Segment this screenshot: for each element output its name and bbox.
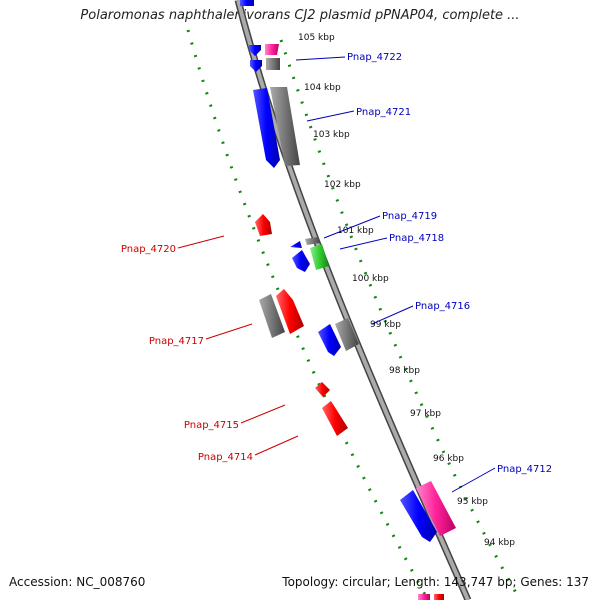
gene-label-4719[interactable]: Pnap_4719 (382, 211, 437, 222)
gene-label-4717[interactable]: Pnap_4717 (149, 336, 204, 347)
gene-4717-gray[interactable] (259, 294, 285, 338)
gene-4718-blue[interactable] (292, 250, 310, 272)
gene-label-4715[interactable]: Pnap_4715 (184, 420, 239, 431)
gene-4722-blue-a[interactable] (249, 45, 261, 56)
gene-4722-gray[interactable] (266, 58, 280, 70)
gene-4719-blue[interactable] (290, 241, 302, 248)
map-title: Polaromonas naphthalenivorans CJ2 plasmi… (80, 8, 520, 23)
gene-4716-blue[interactable] (318, 324, 341, 356)
gene-4712-blue[interactable] (400, 490, 437, 542)
leader-line-4721 (306, 110, 355, 122)
gene-4716-gray[interactable] (335, 318, 359, 351)
gene-label-4721[interactable]: Pnap_4721 (356, 107, 411, 118)
gene-4718-green[interactable] (310, 244, 329, 270)
tick-label-105kbp: 105 kbp (298, 33, 335, 43)
tick-label-98kbp: 98 kbp (389, 366, 420, 376)
gene-bottom-partial-b[interactable] (434, 594, 444, 600)
scale-arc-outer (279, 39, 522, 600)
gene-4722-pink[interactable] (265, 44, 279, 55)
leader-line-4719 (323, 215, 381, 239)
tick-label-104kbp: 104 kbp (304, 83, 341, 93)
gene-4717-red[interactable] (276, 289, 304, 334)
gene-4722-blue-b[interactable] (250, 60, 262, 72)
gene-4712-pink[interactable] (416, 481, 456, 536)
map-summary-text: Topology: circular; Length: 143,747 bp; … (282, 575, 589, 589)
gene-4720-red[interactable] (255, 214, 272, 236)
gene-label-4712[interactable]: Pnap_4712 (497, 464, 552, 475)
accession-text: Accession: NC_008760 (9, 575, 146, 589)
leader-line-4716 (371, 305, 414, 325)
tick-label-94kbp: 94 kbp (484, 538, 515, 548)
gene-bottom-partial-a[interactable] (418, 594, 430, 600)
gene-label-4722[interactable]: Pnap_4722 (347, 52, 402, 63)
gene-label-4718[interactable]: Pnap_4718 (389, 233, 444, 244)
tick-label-96kbp: 96 kbp (433, 454, 464, 464)
leader-line-4715 (240, 404, 286, 424)
tick-label-101kbp: 101 kbp (337, 226, 374, 236)
leader-line-4722 (295, 56, 346, 61)
leader-line-4718 (339, 237, 388, 250)
gene-label-4720[interactable]: Pnap_4720 (121, 244, 176, 255)
gene-4714-red[interactable] (322, 401, 348, 436)
gene-4721-blue[interactable] (253, 88, 280, 168)
gene-label-4714[interactable]: Pnap_4714 (198, 452, 253, 463)
tick-label-99kbp: 99 kbp (370, 320, 401, 330)
gene-4721-gray[interactable] (270, 87, 300, 166)
leader-line-4720 (177, 235, 225, 249)
gene-top-partial[interactable] (240, 0, 254, 6)
tick-label-100kbp: 100 kbp (352, 274, 389, 284)
tick-label-97kbp: 97 kbp (410, 409, 441, 419)
leader-line-4714 (254, 435, 299, 456)
scale-arc-inner (186, 29, 430, 600)
tick-label-95kbp: 95 kbp (457, 497, 488, 507)
leader-line-4717 (205, 323, 253, 340)
gene-4719-gray[interactable] (305, 237, 320, 245)
tick-label-102kbp: 102 kbp (324, 180, 361, 190)
tick-label-103kbp: 103 kbp (313, 130, 350, 140)
gene-label-4716[interactable]: Pnap_4716 (415, 301, 470, 312)
leader-line-4712 (451, 467, 496, 493)
gene-4715-red[interactable] (315, 382, 330, 397)
